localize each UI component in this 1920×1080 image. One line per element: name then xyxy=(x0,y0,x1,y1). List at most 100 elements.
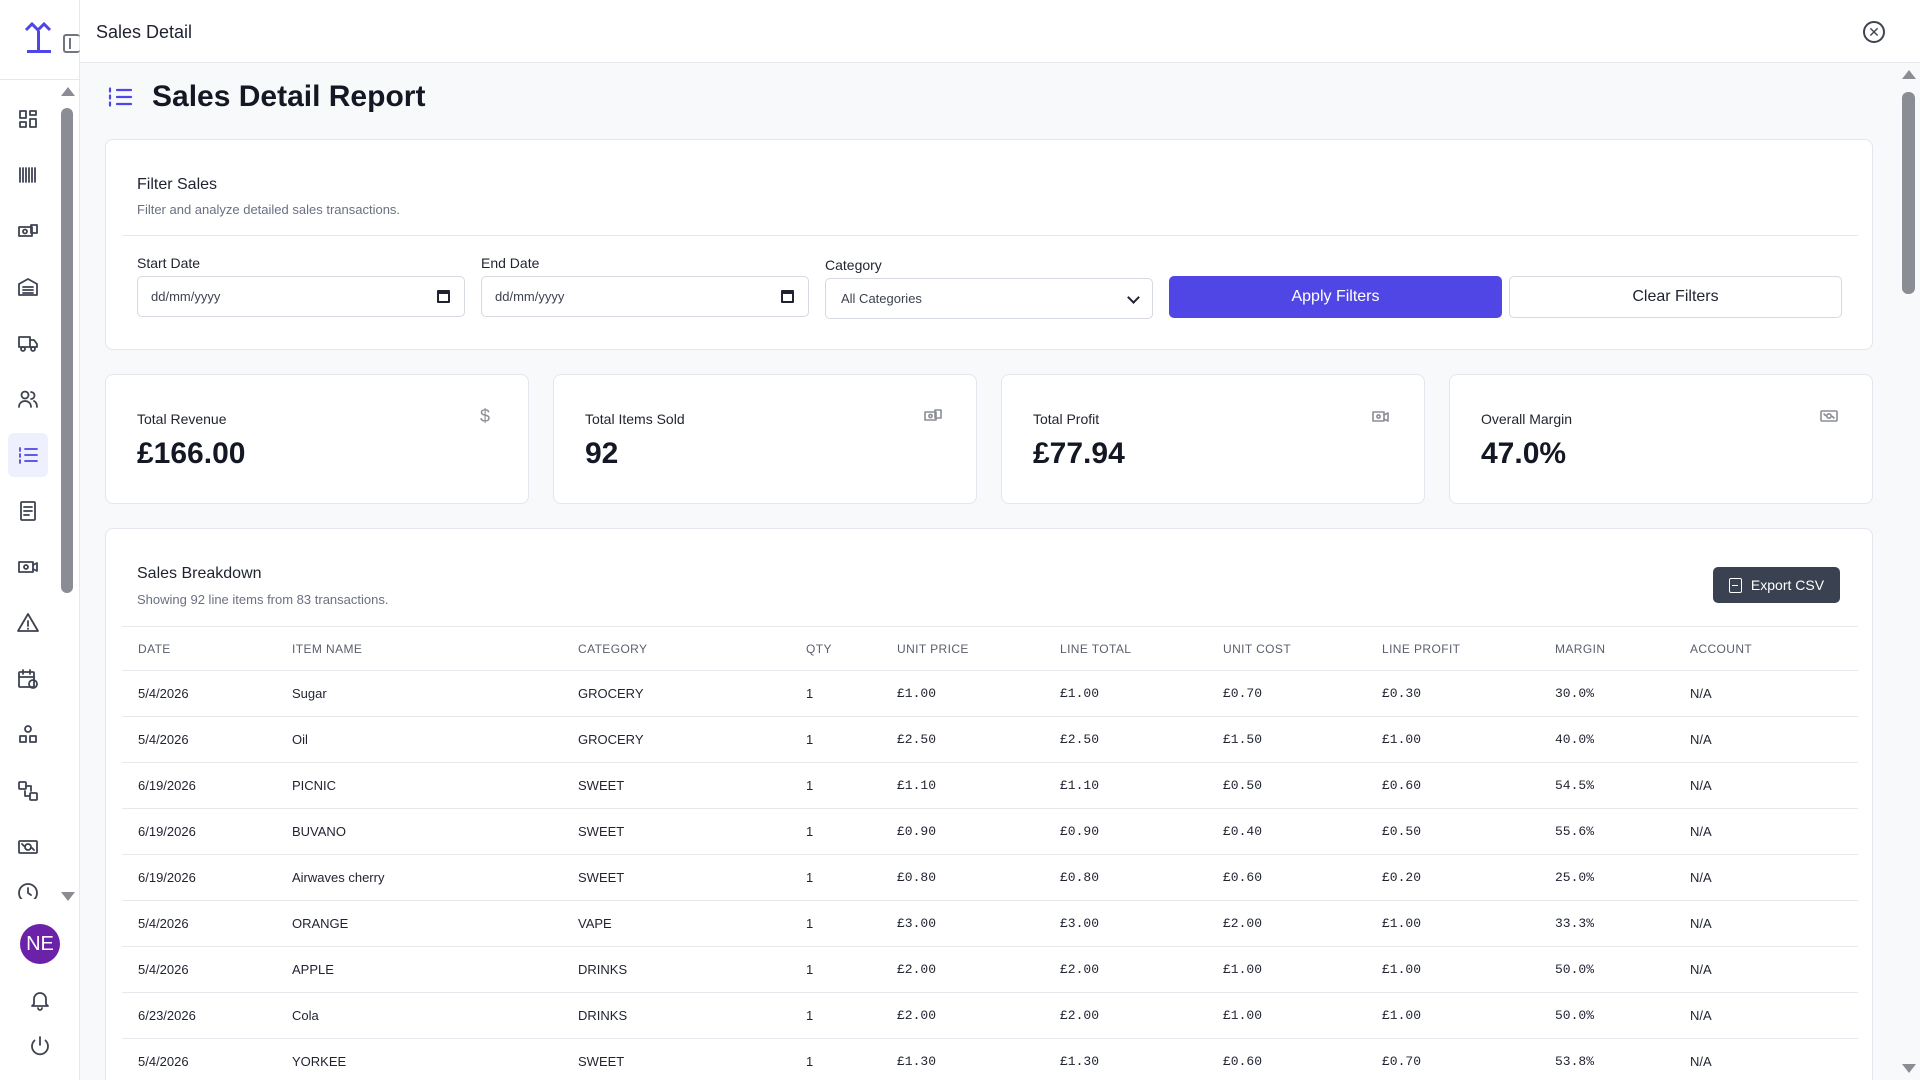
column-header-unit-cost[interactable]: UNIT COST xyxy=(1223,641,1292,656)
sidebar-toggle-icon[interactable] xyxy=(63,34,80,53)
column-header-line-total[interactable]: LINE TOTAL xyxy=(1060,641,1132,656)
sidebar-item-categories[interactable] xyxy=(8,713,48,757)
column-header-item-name[interactable]: ITEM NAME xyxy=(292,641,363,656)
column-header-margin[interactable]: MARGIN xyxy=(1555,641,1606,656)
column-header-category[interactable]: CATEGORY xyxy=(578,641,648,656)
table-row[interactable]: 6/19/2026 Airwaves cherry SWEET 1 £0.80 £0.80… xyxy=(122,855,1858,901)
cell-line-total: £2.00 xyxy=(1060,962,1100,977)
table-row[interactable]: 6/23/2026 Cola DRINKS 1 £2.00 £2.00 £1.00 £1.00… xyxy=(122,993,1858,1039)
table-row[interactable]: 5/4/2026 Oil GROCERY 1 £2.50 £2.50 £1.50 £1.00 4… xyxy=(122,717,1858,763)
transfer-icon xyxy=(18,781,38,801)
cell-account: N/A xyxy=(1690,686,1712,701)
cell-account: N/A xyxy=(1690,1008,1712,1023)
cell-item-name: Oil xyxy=(292,732,308,747)
avatar[interactable]: NE xyxy=(20,924,60,964)
column-header-account[interactable]: ACCOUNT xyxy=(1690,641,1753,656)
sidebar-item-inventory[interactable] xyxy=(8,265,48,309)
end-date-value: dd/mm/yyyy xyxy=(495,289,565,304)
cell-margin: 50.0% xyxy=(1555,962,1595,977)
cell-category: GROCERY xyxy=(578,686,644,701)
sidebar-item-products[interactable] xyxy=(8,209,48,253)
table-row[interactable]: 6/19/2026 PICNIC SWEET 1 £1.10 £1.10 £0.50 £0.6… xyxy=(122,763,1858,809)
top-bar: Sales Detail ✕ xyxy=(80,0,1920,63)
money-icon xyxy=(1372,407,1390,425)
sidebar-item-barcode[interactable] xyxy=(8,153,48,197)
sidebar-scroll-down-icon[interactable] xyxy=(61,892,75,901)
total-items-sold-value: 92 xyxy=(585,437,619,470)
delivery-truck-icon xyxy=(18,336,38,352)
sidebar-item-money[interactable] xyxy=(8,545,48,589)
sidebar-scrollbar[interactable] xyxy=(61,108,73,593)
table-row[interactable]: 5/4/2026 Sugar GROCERY 1 £1.00 £1.00 £0.70 £0.3… xyxy=(122,671,1858,717)
page-scroll-up-icon[interactable] xyxy=(1902,70,1916,79)
app-logo-icon[interactable] xyxy=(24,22,54,56)
sidebar-item-alerts[interactable] xyxy=(8,601,48,645)
category-label: Category xyxy=(825,257,882,273)
sidebar-item-transfers[interactable] xyxy=(8,769,48,813)
cell-line-profit: £0.50 xyxy=(1382,824,1422,839)
cell-category: DRINKS xyxy=(578,962,628,977)
cell-item-name: PICNIC xyxy=(292,778,337,793)
alert-icon xyxy=(17,613,39,632)
sidebar-item-cash[interactable] xyxy=(8,825,48,869)
history-icon xyxy=(18,883,38,899)
sidebar-item-sales-detail[interactable] xyxy=(8,433,48,477)
table-row[interactable]: 6/19/2026 BUVANO SWEET 1 £0.90 £0.90 £0.40 £0.5… xyxy=(122,809,1858,855)
table-row[interactable]: 5/4/2026 YORKEE SWEET 1 £1.30 £1.30 £0.60 £0.70… xyxy=(122,1039,1858,1080)
clear-filters-button[interactable]: Clear Filters xyxy=(1509,276,1842,318)
cell-category: DRINKS xyxy=(578,1008,628,1023)
page-scrollbar[interactable] xyxy=(1902,92,1915,294)
cell-line-profit: £1.00 xyxy=(1382,1008,1422,1023)
filter-subtitle: Filter and analyze detailed sales transa… xyxy=(137,202,401,217)
filter-title: Filter Sales xyxy=(137,176,218,193)
sidebar-item-history[interactable] xyxy=(8,881,48,899)
end-date-input[interactable]: dd/mm/yyyy xyxy=(481,276,809,317)
calendar-icon[interactable] xyxy=(437,290,450,303)
page-scroll-down-icon[interactable] xyxy=(1902,1064,1916,1073)
inventory-icon xyxy=(18,278,38,296)
cell-unit-cost: £1.00 xyxy=(1223,1008,1263,1023)
cell-margin: 54.5% xyxy=(1555,778,1595,793)
category-select[interactable]: All Categories xyxy=(825,278,1153,319)
cell-unit-price: £3.00 xyxy=(897,916,937,931)
column-header-date[interactable]: DATE xyxy=(138,641,171,656)
close-icon[interactable]: ✕ xyxy=(1863,21,1885,43)
apply-filters-button[interactable]: Apply Filters xyxy=(1169,276,1502,318)
cell-item-name: ORANGE xyxy=(292,916,349,931)
page-header: Sales Detail Report xyxy=(106,80,425,114)
sidebar-item-users[interactable] xyxy=(8,377,48,421)
total-revenue-label: Total Revenue xyxy=(137,411,227,427)
start-date-input[interactable]: dd/mm/yyyy xyxy=(137,276,465,317)
start-date-label: Start Date xyxy=(137,255,201,271)
cell-line-total: £3.00 xyxy=(1060,916,1100,931)
cell-category: GROCERY xyxy=(578,732,644,747)
cell-date: 5/4/2026 xyxy=(138,686,189,701)
column-header-unit-price[interactable]: UNIT PRICE xyxy=(897,641,969,656)
avatar-initials: NE xyxy=(26,932,54,955)
calendar-icon xyxy=(18,669,38,689)
sidebar-scroll-up-icon[interactable] xyxy=(61,87,75,96)
cell-line-total: £1.10 xyxy=(1060,778,1100,793)
cell-margin: 30.0% xyxy=(1555,686,1595,701)
sidebar-item-calendar[interactable] xyxy=(8,657,48,701)
cell-unit-price: £0.80 xyxy=(897,870,937,885)
overall-margin-card: Overall Margin 47.0% xyxy=(1449,374,1873,504)
table-row[interactable]: 5/4/2026 APPLE DRINKS 1 £2.00 £2.00 £1.00 £1.00… xyxy=(122,947,1858,993)
sidebar-item-deliveries[interactable] xyxy=(8,321,48,365)
export-csv-button[interactable]: Export CSV xyxy=(1713,567,1840,603)
calendar-icon[interactable] xyxy=(781,290,794,303)
sidebar: NE xyxy=(0,0,80,1080)
dashboard-icon xyxy=(19,110,37,128)
sidebar-item-reports[interactable] xyxy=(8,489,48,533)
cell-line-total: £2.50 xyxy=(1060,732,1100,747)
table-row[interactable]: 5/4/2026 ORANGE VAPE 1 £3.00 £3.00 £2.00 £1.00 3… xyxy=(122,901,1858,947)
cell-item-name: BUVANO xyxy=(292,824,346,839)
column-header-qty[interactable]: QTY xyxy=(806,641,832,656)
column-header-line-profit[interactable]: LINE PROFIT xyxy=(1382,641,1461,656)
total-items-sold-card: Total Items Sold 92 xyxy=(553,374,977,504)
end-date-label: End Date xyxy=(481,255,540,271)
power-icon[interactable] xyxy=(28,1034,52,1058)
sidebar-item-dashboard[interactable] xyxy=(8,97,48,141)
cell-account: N/A xyxy=(1690,1054,1712,1069)
bell-icon[interactable] xyxy=(28,988,52,1012)
